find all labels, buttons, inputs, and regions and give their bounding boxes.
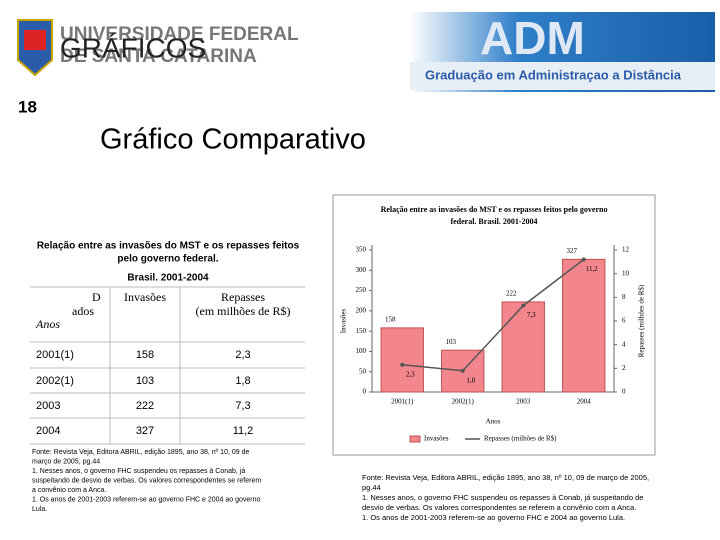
chart-title: Relação entre as invasões do MST e os re… [381, 205, 608, 214]
brand: ADM [480, 12, 585, 64]
table-cell: 2002(1) [36, 375, 74, 387]
legend-label: Repasses (milhões de R$) [484, 435, 557, 443]
chart-frame [332, 194, 656, 456]
source-note: a convênio com a Anca. [32, 487, 106, 494]
y-tick-label: 200 [356, 306, 367, 314]
table-cell: 2004 [36, 425, 60, 437]
university-name: UNIVERSIDADE FEDERAL [60, 24, 299, 45]
x-tick-label: 2003 [516, 398, 531, 406]
course-name: Graduação em Administraçao a Distância [425, 67, 682, 82]
slide-number: 18 [18, 97, 37, 116]
legend-label: Invasões [424, 435, 449, 443]
bar-label: 327 [567, 247, 578, 255]
source-note: Fonte: Revista Veja, Editora ABRIL, ediç… [362, 473, 649, 482]
x-tick-label: 2004 [577, 398, 592, 406]
y2-tick-label: 8 [622, 293, 626, 301]
x-axis-label: Anos [486, 418, 501, 426]
chart-title: federal. Brasil. 2001-2004 [450, 217, 537, 226]
bar [501, 301, 545, 393]
overlay-text: GRÁFICOS [60, 32, 206, 63]
source-note: 1. Os anos de 2001-2003 referem-se ao go… [362, 513, 625, 522]
table: Relação entre as invasões do MST e os re… [30, 241, 305, 513]
line-label: 7,3 [527, 311, 536, 319]
table-cell: 2,3 [235, 349, 250, 361]
line-point [521, 303, 526, 308]
line-label: 1,8 [466, 376, 475, 384]
table-header: ados [72, 304, 94, 318]
y2-tick-label: 4 [622, 340, 626, 348]
table-cell: 327 [136, 425, 154, 437]
source-note: 1. Os anos de 2001-2003 referem-se ao go… [32, 496, 261, 503]
source-note: pg.44 [362, 483, 381, 492]
table-caption: pelo governo federal. [117, 254, 218, 265]
table-cell: 2001(1) [36, 349, 74, 361]
y-tick-label: 350 [356, 246, 367, 254]
source-note: Fonte: Revista Veja, Editora ABRIL, ediç… [32, 449, 249, 456]
table-header: Invasões [124, 290, 166, 304]
table-header: Anos [35, 317, 60, 331]
bar [562, 258, 606, 393]
y2-tick-label: 12 [622, 246, 630, 254]
table-cell: 1,8 [235, 375, 250, 387]
y-tick-label: 300 [356, 266, 367, 274]
source-note: março de 2005, pg.44 [32, 458, 100, 465]
table-header: D [92, 290, 101, 304]
y-tick-label: 100 [356, 347, 367, 355]
y-tick-label: 0 [363, 388, 367, 396]
bar-label: 158 [385, 316, 396, 324]
table-header: (em milhões de R$) [196, 304, 291, 318]
line-point [460, 368, 465, 373]
y-tick-label: 250 [356, 286, 367, 294]
y-tick-label: 150 [356, 327, 367, 335]
line-label: 2,3 [406, 370, 415, 378]
table-caption: Relação entre as invasões do MST e os re… [37, 241, 300, 252]
table-cell: 103 [136, 375, 154, 387]
table-cell: 7,3 [235, 400, 250, 412]
table-cell: 158 [136, 349, 154, 361]
brand-strip [410, 62, 715, 90]
y-tick-label: 50 [359, 367, 367, 375]
table-subcaption: Brasil. 2001-2004 [127, 273, 209, 284]
y2-tick-label: 6 [622, 317, 626, 325]
line-point [400, 362, 405, 367]
university-name: DE SANTA CATARINA [60, 46, 257, 67]
table-cell: 2003 [36, 400, 60, 412]
y2-tick-label: 0 [622, 388, 626, 396]
source-note: 1. Nesses anos, o governo FHC suspendeu … [362, 493, 643, 502]
y2-tick-label: 2 [622, 364, 626, 372]
line-point [581, 257, 586, 262]
table-cell: 222 [136, 400, 154, 412]
y2-axis-label: Repasses (milhões de R$) [638, 284, 646, 357]
x-tick-label: 2002(1) [452, 398, 475, 406]
table-cell: 11,2 [233, 425, 254, 437]
ufsc-logo [17, 19, 53, 77]
bar [380, 327, 424, 393]
y2-tick-label: 10 [622, 269, 630, 277]
line [402, 258, 585, 372]
legend-swatch [409, 435, 421, 443]
line-label: 11,2 [586, 265, 598, 273]
x-tick-label: 2001(1) [391, 398, 414, 406]
source-note: 1. Nesses anos, o governo FHC suspendeu … [32, 468, 245, 475]
y-axis-label: Invasões [340, 308, 348, 333]
table-header: Repasses [221, 290, 265, 304]
source-note: suspeitando de desvio de verbas. Os valo… [32, 477, 261, 484]
bar-label: 103 [446, 338, 457, 346]
source-note: Lula. [32, 506, 47, 513]
bar-label: 222 [506, 290, 517, 298]
source-note: desvio de verbas. Os valores corresponde… [362, 503, 636, 512]
slide-title: Gráfico Comparativo [100, 124, 366, 156]
